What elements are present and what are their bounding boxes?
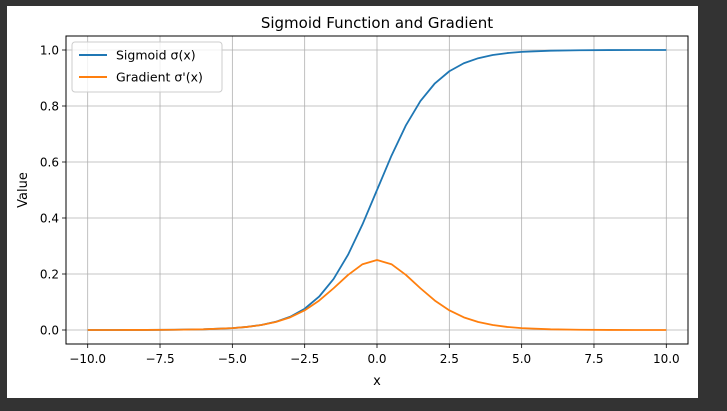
y-tick-label: 0.2 — [40, 268, 59, 282]
legend-box — [71, 41, 223, 93]
y-axis-label: Value — [16, 172, 31, 208]
y-tick-label: 0.6 — [40, 156, 59, 170]
y-tick-label: 0.8 — [40, 100, 59, 114]
legend-label-gradient: Gradient σ'(x) — [116, 70, 203, 85]
x-tick-label: 5.0 — [512, 352, 531, 366]
x-tick-label: −5.0 — [218, 352, 247, 366]
legend-label-sigmoid: Sigmoid σ(x) — [116, 48, 196, 63]
x-tick-label: 7.5 — [584, 352, 603, 366]
legend: Sigmoid σ(x) Gradient σ'(x) — [71, 41, 223, 93]
chart-figure: −10.0 −7.5 −5.0 −2.5 0.0 2.5 5.0 7.5 10.0 0.0 0.2 0… — [7, 6, 698, 398]
y-tick-label: 0.4 — [40, 212, 59, 226]
series-lines — [87, 49, 667, 331]
axis-ticks: −10.0 −7.5 −5.0 −2.5 0.0 2.5 5.0 7.5 10.0 0.0 0.2 0… — [40, 44, 680, 367]
x-tick-label: 10.0 — [653, 352, 680, 366]
sigmoid-chart: −10.0 −7.5 −5.0 −2.5 0.0 2.5 5.0 7.5 10.0 0.0 0.2 0… — [16, 14, 689, 389]
x-tick-label: −2.5 — [290, 352, 319, 366]
x-tick-label: −10.0 — [69, 352, 106, 366]
x-tick-label: 0.0 — [367, 352, 386, 366]
x-axis-label: x — [373, 374, 381, 389]
x-tick-label: 2.5 — [440, 352, 459, 366]
gradient-line — [87, 259, 667, 331]
x-tick-label: −7.5 — [145, 352, 174, 366]
chart-title: Sigmoid Function and Gradient — [261, 14, 493, 32]
y-tick-label: 1.0 — [40, 44, 59, 58]
y-tick-label: 0.0 — [40, 324, 59, 338]
